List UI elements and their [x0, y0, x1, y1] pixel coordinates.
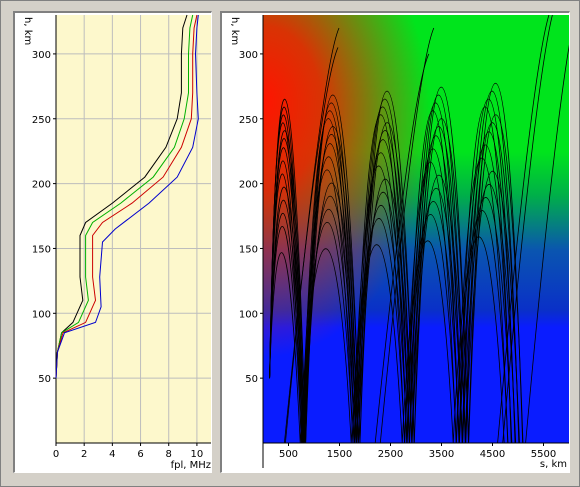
- ray-path-14: [269, 82, 523, 444]
- ray-chart: 50 100 150 200 250 300 500 1500 2500 3500 4500 5500…: [222, 13, 569, 472]
- x-tick-label: 500: [279, 449, 298, 460]
- ray-chart-panel: 50 100 150 200 250 300 500 1500 2500 3500 4500 5500…: [220, 11, 570, 473]
- x-tick-label: 4500: [480, 449, 505, 460]
- y-tick-label: 300: [32, 50, 51, 61]
- y-tick-label: 100: [32, 309, 51, 320]
- panel-splitter[interactable]: [213, 11, 218, 473]
- plot-area: [56, 15, 211, 443]
- profile-chart: 50 100 150 200 250 300 0 2 4 6 8 10 h, km fpl, MHz: [22, 14, 211, 471]
- y-tick-label: 100: [239, 309, 258, 320]
- y-tick-label: 200: [32, 180, 51, 191]
- ray-path-12: [269, 98, 516, 444]
- y-axis-label: h, km: [22, 17, 33, 45]
- profile-chart-panel: 50 100 150 200 250 300 0 2 4 6 8 10 h, km fpl, MHz: [13, 11, 212, 473]
- x-tick-label: 1500: [327, 449, 352, 460]
- escaping-ray-2: [285, 27, 340, 444]
- ray-path-7: [269, 144, 512, 444]
- x-tick-label: 3500: [429, 449, 454, 460]
- y-tick-label: 200: [239, 180, 258, 191]
- ray-path-13: [269, 90, 520, 444]
- profile-line-3: [55, 14, 198, 379]
- ray-path-11: [269, 106, 512, 444]
- x-tick-label: 6: [137, 449, 143, 460]
- left-margin: [222, 13, 263, 472]
- profile-line-2: [55, 14, 194, 379]
- escaping-ray-7: [525, 44, 569, 444]
- y-tick-label: 150: [32, 244, 51, 255]
- x-tick-label: 5500: [531, 449, 556, 460]
- x-tick-label: 8: [166, 449, 172, 460]
- x-tick-label: 0: [53, 449, 59, 460]
- x-axis-label: s, km: [540, 459, 567, 470]
- y-tick-label: 250: [32, 115, 51, 126]
- top-margin: [222, 13, 569, 15]
- ray-path-6: [269, 157, 509, 444]
- profile-line-4: [55, 14, 199, 379]
- escaping-ray-6: [502, 13, 554, 444]
- y-tick-label: 300: [239, 50, 258, 61]
- escaping-ray-1: [284, 47, 339, 444]
- x-tick-label: 4: [109, 449, 115, 460]
- escaping-ray-4: [379, 27, 435, 444]
- y-axis-label: h, km: [229, 17, 240, 45]
- ray-path-2: [269, 210, 509, 444]
- x-tick-label: 2: [81, 449, 87, 460]
- x-axis-label: fpl, MHz: [171, 460, 211, 471]
- ray-bundle: [269, 13, 569, 444]
- x-tick-label: 2500: [378, 449, 403, 460]
- y-tick-label: 150: [239, 244, 258, 255]
- escaping-ray-5: [497, 13, 550, 444]
- y-tick-label: 50: [38, 374, 51, 385]
- y-tick-label: 250: [239, 115, 258, 126]
- profile-line-1: [55, 14, 188, 379]
- y-tick-label: 50: [245, 374, 258, 385]
- bottom-margin: [222, 443, 569, 472]
- x-tick-label: 10: [191, 449, 204, 460]
